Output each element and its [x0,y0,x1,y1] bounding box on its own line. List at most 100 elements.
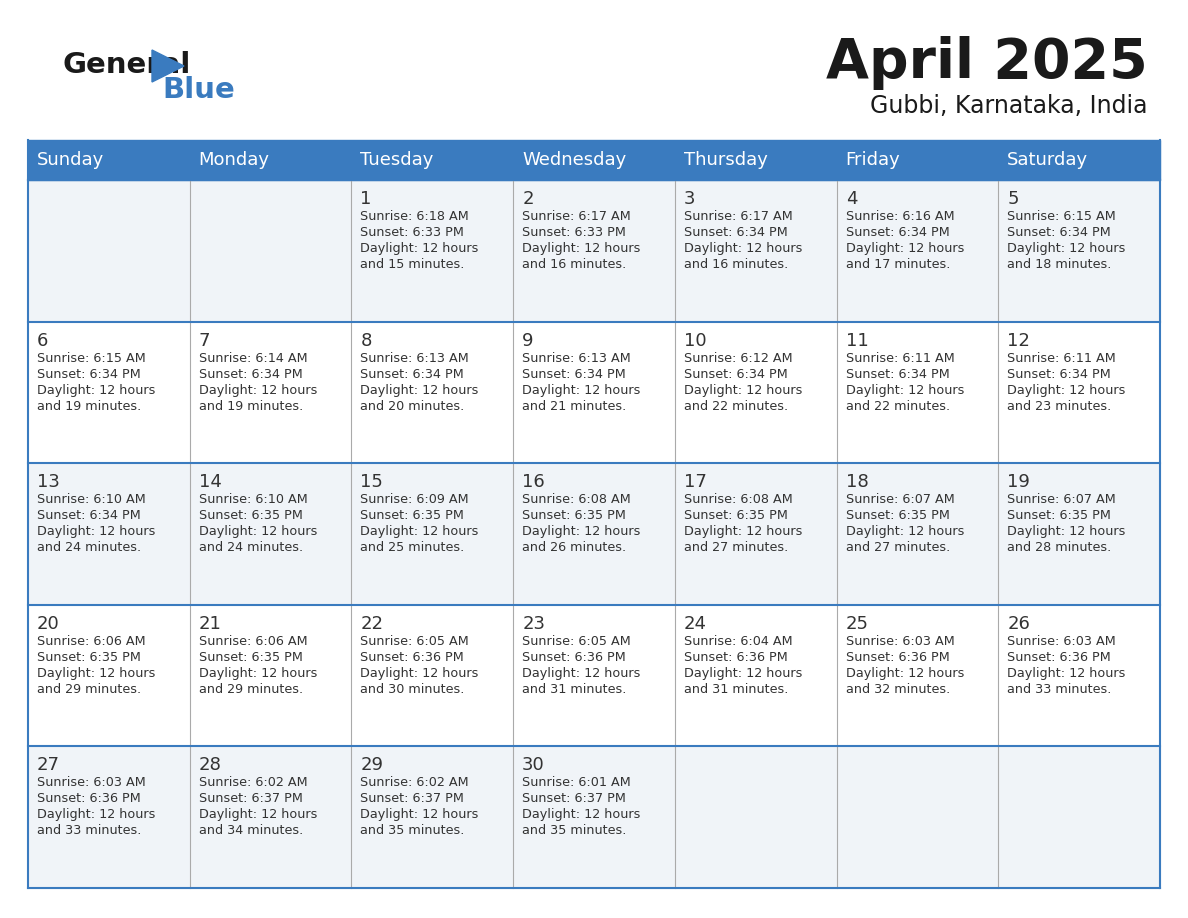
Text: Sunset: 6:35 PM: Sunset: 6:35 PM [684,509,788,522]
Text: 2: 2 [523,190,533,208]
Text: 23: 23 [523,615,545,633]
Text: Daylight: 12 hours: Daylight: 12 hours [198,666,317,680]
Text: Sunset: 6:34 PM: Sunset: 6:34 PM [360,367,465,381]
Text: 16: 16 [523,473,545,491]
Text: Tuesday: Tuesday [360,151,434,169]
Text: Sunrise: 6:07 AM: Sunrise: 6:07 AM [846,493,954,506]
Text: Sunrise: 6:06 AM: Sunrise: 6:06 AM [37,635,146,648]
Text: Daylight: 12 hours: Daylight: 12 hours [523,384,640,397]
Text: Daylight: 12 hours: Daylight: 12 hours [1007,525,1126,538]
Text: and 28 minutes.: and 28 minutes. [1007,542,1112,554]
Text: 1: 1 [360,190,372,208]
Text: 9: 9 [523,331,533,350]
Text: Sunset: 6:35 PM: Sunset: 6:35 PM [198,651,303,664]
Text: and 16 minutes.: and 16 minutes. [523,258,626,271]
Text: and 17 minutes.: and 17 minutes. [846,258,950,271]
Text: Daylight: 12 hours: Daylight: 12 hours [37,809,156,822]
Text: Daylight: 12 hours: Daylight: 12 hours [360,809,479,822]
Text: Wednesday: Wednesday [523,151,626,169]
Text: Daylight: 12 hours: Daylight: 12 hours [360,666,479,680]
Text: and 23 minutes.: and 23 minutes. [1007,399,1112,412]
Text: Daylight: 12 hours: Daylight: 12 hours [1007,242,1126,255]
Text: and 31 minutes.: and 31 minutes. [523,683,626,696]
Text: Sunset: 6:34 PM: Sunset: 6:34 PM [198,367,303,381]
Text: Daylight: 12 hours: Daylight: 12 hours [198,384,317,397]
Text: Sunrise: 6:05 AM: Sunrise: 6:05 AM [360,635,469,648]
Text: Daylight: 12 hours: Daylight: 12 hours [684,525,802,538]
Text: Daylight: 12 hours: Daylight: 12 hours [1007,384,1126,397]
Text: and 16 minutes.: and 16 minutes. [684,258,788,271]
Text: Sunset: 6:35 PM: Sunset: 6:35 PM [198,509,303,522]
Polygon shape [152,50,184,82]
Text: and 35 minutes.: and 35 minutes. [360,824,465,837]
Text: Sunset: 6:35 PM: Sunset: 6:35 PM [360,509,465,522]
Text: Sunrise: 6:11 AM: Sunrise: 6:11 AM [1007,352,1116,364]
Bar [29,140,1159,180]
Text: Sunrise: 6:14 AM: Sunrise: 6:14 AM [198,352,308,364]
Text: Sunrise: 6:06 AM: Sunrise: 6:06 AM [198,635,308,648]
Text: Sunset: 6:36 PM: Sunset: 6:36 PM [523,651,626,664]
Text: 4: 4 [846,190,857,208]
Text: Daylight: 12 hours: Daylight: 12 hours [198,525,317,538]
Text: Daylight: 12 hours: Daylight: 12 hours [37,384,156,397]
Text: and 19 minutes.: and 19 minutes. [198,399,303,412]
Text: and 24 minutes.: and 24 minutes. [37,542,141,554]
Text: and 15 minutes.: and 15 minutes. [360,258,465,271]
Text: Daylight: 12 hours: Daylight: 12 hours [37,666,156,680]
Text: Sunset: 6:34 PM: Sunset: 6:34 PM [684,367,788,381]
Text: Sunrise: 6:03 AM: Sunrise: 6:03 AM [1007,635,1116,648]
Text: Sunrise: 6:10 AM: Sunrise: 6:10 AM [37,493,146,506]
Text: Sunrise: 6:01 AM: Sunrise: 6:01 AM [523,777,631,789]
Text: Sunset: 6:34 PM: Sunset: 6:34 PM [1007,367,1111,381]
Text: 28: 28 [198,756,222,775]
Text: Sunrise: 6:08 AM: Sunrise: 6:08 AM [523,493,631,506]
Bar [29,605,1159,746]
Text: Sunrise: 6:03 AM: Sunrise: 6:03 AM [37,777,146,789]
Text: 25: 25 [846,615,868,633]
Text: Sunrise: 6:02 AM: Sunrise: 6:02 AM [360,777,469,789]
Text: Sunset: 6:35 PM: Sunset: 6:35 PM [846,509,949,522]
Text: Sunday: Sunday [37,151,105,169]
Text: Daylight: 12 hours: Daylight: 12 hours [360,384,479,397]
Text: Daylight: 12 hours: Daylight: 12 hours [846,384,963,397]
Text: Friday: Friday [846,151,901,169]
Text: Sunset: 6:34 PM: Sunset: 6:34 PM [37,509,140,522]
Text: Sunset: 6:34 PM: Sunset: 6:34 PM [846,367,949,381]
Text: and 30 minutes.: and 30 minutes. [360,683,465,696]
Text: Sunrise: 6:13 AM: Sunrise: 6:13 AM [523,352,631,364]
Text: Sunset: 6:34 PM: Sunset: 6:34 PM [523,367,626,381]
Text: and 20 minutes.: and 20 minutes. [360,399,465,412]
Text: Daylight: 12 hours: Daylight: 12 hours [846,666,963,680]
Text: and 29 minutes.: and 29 minutes. [198,683,303,696]
Text: Sunset: 6:34 PM: Sunset: 6:34 PM [846,226,949,239]
Text: and 35 minutes.: and 35 minutes. [523,824,626,837]
Text: Daylight: 12 hours: Daylight: 12 hours [846,242,963,255]
Bar [29,321,1159,464]
Text: 27: 27 [37,756,61,775]
Text: and 19 minutes.: and 19 minutes. [37,399,141,412]
Text: and 24 minutes.: and 24 minutes. [198,542,303,554]
Bar [29,464,1159,605]
Text: Sunrise: 6:02 AM: Sunrise: 6:02 AM [198,777,308,789]
Text: Sunrise: 6:17 AM: Sunrise: 6:17 AM [523,210,631,223]
Text: 12: 12 [1007,331,1030,350]
Text: 22: 22 [360,615,384,633]
Text: Sunrise: 6:08 AM: Sunrise: 6:08 AM [684,493,792,506]
Text: Blue: Blue [162,76,235,104]
Text: Monday: Monday [198,151,270,169]
Text: and 18 minutes.: and 18 minutes. [1007,258,1112,271]
Text: Sunset: 6:36 PM: Sunset: 6:36 PM [684,651,788,664]
Text: Daylight: 12 hours: Daylight: 12 hours [37,525,156,538]
Bar [29,746,1159,888]
Text: 20: 20 [37,615,59,633]
Text: 17: 17 [684,473,707,491]
Text: Sunset: 6:34 PM: Sunset: 6:34 PM [684,226,788,239]
Text: 11: 11 [846,331,868,350]
Text: Sunset: 6:37 PM: Sunset: 6:37 PM [523,792,626,805]
Text: Sunset: 6:34 PM: Sunset: 6:34 PM [1007,226,1111,239]
Text: and 27 minutes.: and 27 minutes. [684,542,788,554]
Text: Sunrise: 6:09 AM: Sunrise: 6:09 AM [360,493,469,506]
Text: Sunset: 6:37 PM: Sunset: 6:37 PM [360,792,465,805]
Bar [29,180,1159,321]
Text: 29: 29 [360,756,384,775]
